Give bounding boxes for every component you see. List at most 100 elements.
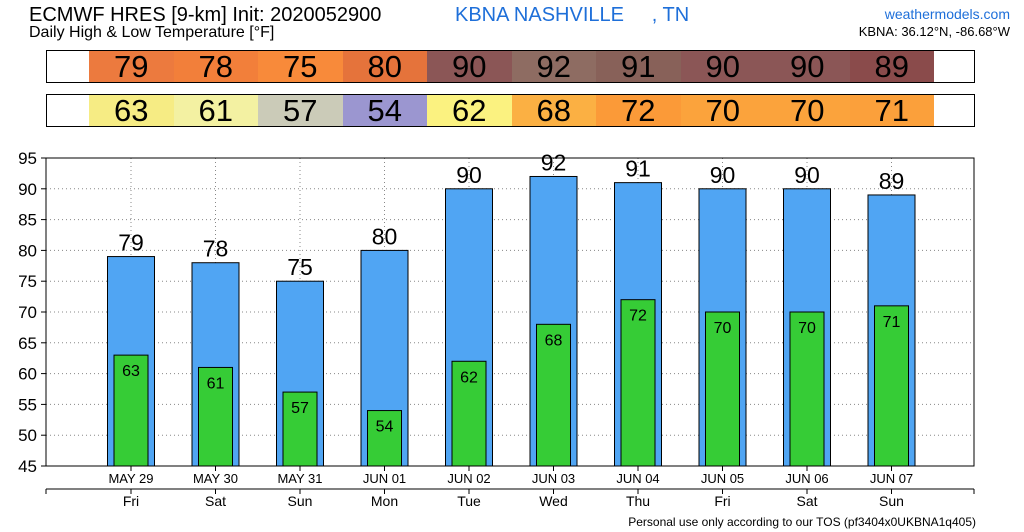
high-temperature-label: 78	[203, 236, 229, 262]
low-temperature-cell: 71	[849, 95, 934, 127]
y-tick-label: 95	[18, 149, 37, 168]
high-temperature-label: 92	[541, 149, 567, 175]
low-temperature-label: 72	[629, 308, 647, 325]
high-temperature-cell: 78	[173, 51, 258, 83]
low-temperature-bar	[451, 360, 487, 467]
low-temperature-bar	[705, 311, 740, 467]
terms-of-service-note: Personal use only according to our TOS (…	[628, 515, 976, 529]
y-tick-label: 70	[18, 303, 37, 322]
high-temperature-cell: 89	[849, 51, 934, 83]
y-tick-label: 80	[18, 241, 37, 260]
low-temperature-label: 68	[545, 332, 563, 349]
low-temperature-cell: 70	[765, 95, 850, 127]
x-tick-label: JUN 05	[701, 471, 744, 486]
x-tick-label: JUN 02	[447, 471, 490, 486]
high-temperature-cell: 92	[511, 51, 596, 83]
station-label: KBNA NASHVILLE , TN	[455, 4, 690, 26]
y-tick-label: 55	[18, 395, 37, 414]
x-tick-label: MAY 31	[277, 471, 322, 486]
weekday-label: Fri	[714, 493, 730, 509]
high-temperature-label: 80	[372, 223, 398, 249]
low-temperature-bar	[113, 354, 149, 467]
low-temperature-cell: 61	[173, 95, 258, 127]
low-temperature-bar	[874, 305, 909, 467]
high-temperature-label: 90	[710, 162, 736, 188]
low-temperature-cell: 57	[258, 95, 343, 127]
high-temperature-label: 89	[879, 168, 905, 194]
high-temperature-cell: 90	[427, 51, 512, 83]
high-temperature-bar	[867, 194, 916, 467]
y-tick-label: 45	[18, 457, 37, 476]
high-temperature-label: 75	[287, 254, 313, 280]
low-temperature-label: 63	[122, 363, 140, 380]
x-tick-label: JUN 07	[870, 471, 913, 486]
weekday-label: Sat	[796, 493, 817, 509]
high-temperature-bar	[107, 256, 155, 467]
weekday-label: Thu	[626, 493, 650, 509]
x-tick-label: MAY 29	[108, 471, 153, 486]
chart-subtitle: Daily High & Low Temperature [°F]	[29, 24, 275, 41]
high-temperature-bar	[783, 188, 831, 467]
weekday-label: Sat	[205, 493, 226, 509]
low-temperature-cell: 54	[342, 95, 427, 127]
low-temperature-cell: 62	[427, 95, 512, 127]
low-temperature-label: 71	[883, 314, 901, 331]
site-link[interactable]: weathermodels.com	[884, 6, 1010, 22]
x-tick-label: MAY 30	[193, 471, 238, 486]
x-tick-label: JUN 06	[785, 471, 828, 486]
low-temperature-bar	[620, 299, 656, 467]
weekday-label: Mon	[371, 493, 398, 509]
y-tick-label: 65	[18, 334, 37, 353]
weekday-label: Tue	[457, 493, 481, 509]
high-temperature-cell: 90	[765, 51, 850, 83]
low-temperature-bar	[282, 391, 318, 467]
chart-title: ECMWF HRES [9-km] Init: 2020052900	[29, 4, 382, 26]
low-temperature-bar	[536, 323, 571, 467]
weekday-label: Fri	[123, 493, 139, 509]
low-temperature-cell: 68	[511, 95, 596, 127]
low-temperature-cell: 70	[680, 95, 765, 127]
low-temperature-label: 62	[460, 369, 478, 386]
high-temperature-bar	[529, 175, 578, 467]
y-tick-label: 85	[18, 211, 37, 230]
high-temperature-label: 90	[456, 162, 482, 188]
high-temperature-bar	[191, 262, 240, 467]
weekday-label: Sun	[288, 493, 313, 509]
y-tick-label: 75	[18, 272, 37, 291]
high-temperature-bar	[360, 249, 409, 467]
high-temperature-cell: 91	[596, 51, 681, 83]
y-tick-label: 60	[18, 365, 37, 384]
plot-area	[46, 158, 974, 466]
low-temperature-label: 57	[291, 400, 309, 417]
low-temperature-strip: 63 61 57 54 62 68 72 70 70 71	[46, 94, 975, 127]
low-temperature-bar	[789, 311, 825, 467]
y-tick-label: 50	[18, 426, 37, 445]
weekday-label: Wed	[539, 493, 568, 509]
high-temperature-cell: 79	[89, 51, 174, 83]
y-tick-label: 90	[18, 180, 37, 199]
x-tick-label: JUN 01	[363, 471, 406, 486]
low-temperature-bar	[367, 410, 402, 467]
low-temperature-label: 70	[714, 320, 732, 337]
high-temperature-bar	[614, 182, 662, 467]
high-temperature-label: 91	[625, 156, 651, 182]
weekday-label: Sun	[879, 493, 904, 509]
high-temperature-cell: 90	[680, 51, 765, 83]
low-temperature-cell: 63	[89, 95, 174, 127]
station-coordinates: KBNA: 36.12°N, -86.68°W	[858, 24, 1010, 39]
high-temperature-bar	[445, 188, 493, 467]
high-temperature-cell: 80	[342, 51, 427, 83]
low-temperature-label: 70	[798, 320, 816, 337]
high-temperature-cell: 75	[258, 51, 343, 83]
high-temperature-bar	[698, 188, 747, 467]
high-temperature-label: 79	[118, 230, 144, 256]
high-temperature-label: 90	[794, 162, 820, 188]
low-temperature-cell: 72	[596, 95, 681, 127]
low-temperature-label: 61	[207, 375, 225, 392]
low-temperature-bar	[198, 366, 233, 467]
plot-border	[45, 157, 975, 467]
low-temperature-label: 54	[376, 419, 394, 436]
x-tick-label: JUN 04	[616, 471, 659, 486]
x-tick-label: JUN 03	[532, 471, 575, 486]
high-temperature-strip: 79 78 75 80 90 92 91 90 90 89	[46, 50, 975, 83]
